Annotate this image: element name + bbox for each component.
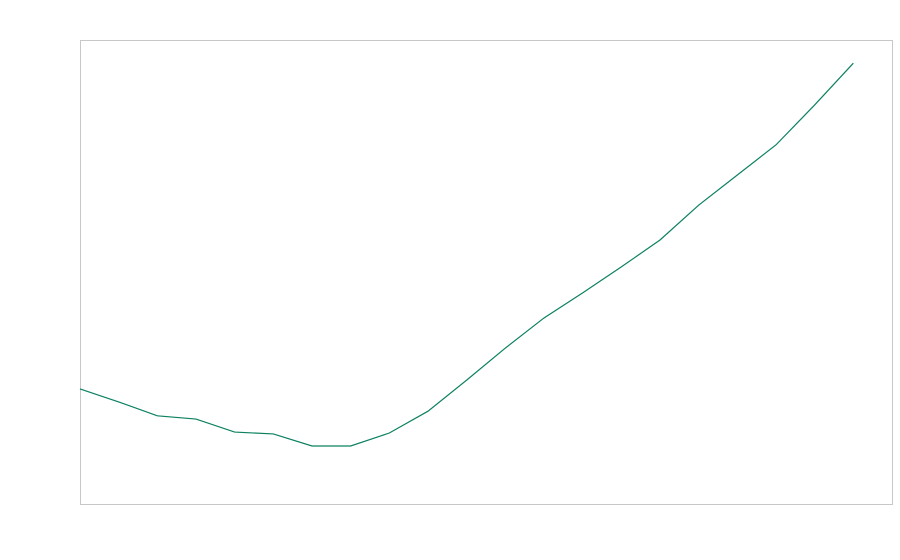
plot-frame bbox=[80, 40, 893, 505]
data-line bbox=[79, 62, 854, 447]
